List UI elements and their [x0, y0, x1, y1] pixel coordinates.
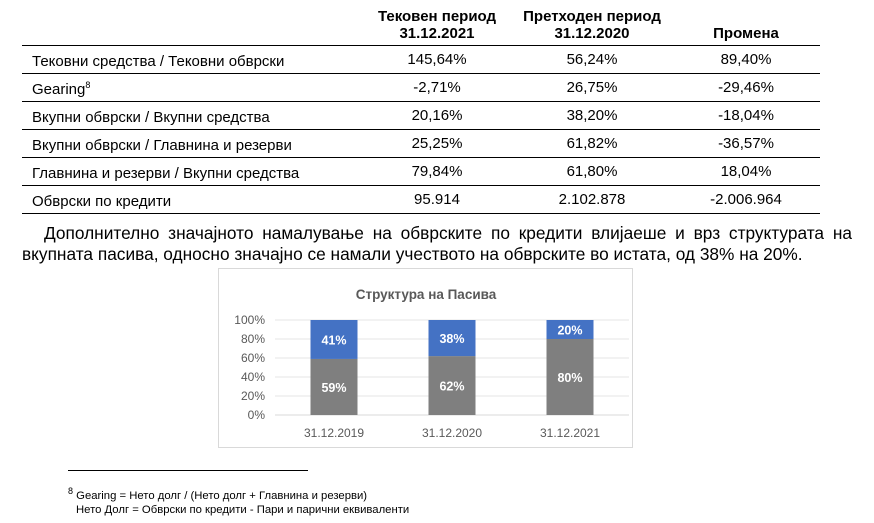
y-tick-label: 80% — [241, 332, 265, 346]
table-row: Главнина и резерви / Вкупни средства 79,8… — [22, 157, 820, 186]
data-label: 20% — [557, 324, 582, 338]
chart-svg: Структура на Пасива 0% 20% 40% 60% 80% 100% 59%… — [234, 287, 629, 440]
cell-current: 79,84% — [362, 157, 512, 186]
data-label: 80% — [557, 371, 582, 385]
bar-segment — [310, 320, 358, 359]
footnote: 8 Gearing = Нето долг / (Нето долг + Гла… — [68, 484, 409, 517]
cell-current: 95.914 — [362, 185, 512, 214]
table-row: Тековни средства / Тековни обврски 145,64… — [22, 45, 820, 74]
header-change: Промена — [713, 25, 779, 42]
footnote-line1: Gearing = Нето долг / (Нето долг + Главн… — [76, 489, 368, 502]
bar-segment — [428, 320, 476, 357]
x-tick-label: 31.12.2019 — [304, 426, 364, 440]
cell-previous: 61,80% — [512, 157, 672, 186]
y-tick-label: 20% — [241, 389, 265, 403]
data-label: 59% — [321, 381, 346, 395]
x-tick-label: 31.12.2021 — [540, 426, 600, 440]
table-header: Тековен период 31.12.2021 Претходен перио… — [22, 8, 820, 46]
bar-segment — [428, 356, 476, 415]
ratios-table: Тековен период 31.12.2021 Претходен перио… — [22, 8, 820, 214]
footnote-line2: Нето Долг = Обврски по кредити - Пари и … — [76, 503, 410, 516]
bar-segment — [310, 358, 358, 415]
cell-previous: 56,24% — [512, 45, 672, 74]
x-tick-label: 31.12.2020 — [422, 426, 482, 440]
data-label: 38% — [439, 332, 464, 346]
y-tick-label: 40% — [241, 370, 265, 384]
cell-change: 18,04% — [672, 157, 820, 186]
body-paragraph: Дополнително значајното намалување на об… — [22, 223, 852, 265]
header-current: Тековен период 31.12.2021 — [377, 8, 497, 42]
data-label: 41% — [321, 333, 346, 347]
header-label — [22, 8, 362, 46]
cell-change: 89,40% — [672, 45, 820, 74]
y-tick-label: 60% — [241, 351, 265, 365]
cell-change: -36,57% — [672, 129, 820, 158]
y-tick-label: 100% — [234, 313, 265, 327]
cell-change: -2.006.964 — [672, 185, 820, 214]
table-row: Обврски по кредити 95.914 2.102.878 -2.006.… — [22, 185, 820, 214]
table-row: Вкупни обврски / Главнина и резерви 25,25… — [22, 129, 820, 158]
cell-change: -29,46% — [672, 73, 820, 102]
y-tick-label: 0% — [248, 408, 266, 422]
bar-segment — [546, 320, 594, 339]
row-label: Вкупни обврски / Главнина и резерви — [22, 129, 362, 158]
cell-current: -2,71% — [362, 73, 512, 102]
footnote-number: 8 — [68, 486, 74, 496]
header-previous: Претходен период 31.12.2020 — [523, 8, 661, 42]
row-label: Обврски по кредити — [22, 185, 362, 214]
table-row: Вкупни обврски / Вкупни средства 20,16% 38… — [22, 101, 820, 130]
chart-title: Структура на Пасива — [356, 287, 497, 302]
cell-previous: 38,20% — [512, 101, 672, 130]
chart-structure-liabilities: Структура на Пасива 0% 20% 40% 60% 80% 100% 59%… — [218, 268, 633, 448]
row-label: Вкупни обврски / Вкупни средства — [22, 101, 362, 130]
bar-segment — [546, 339, 594, 415]
table-row: Gearing8 -2,71% 26,75% -29,46% — [22, 73, 820, 102]
cell-previous: 61,82% — [512, 129, 672, 158]
cell-current: 145,64% — [362, 45, 512, 74]
cell-previous: 2.102.878 — [512, 185, 672, 214]
cell-change: -18,04% — [672, 101, 820, 130]
cell-previous: 26,75% — [512, 73, 672, 102]
data-label: 62% — [439, 380, 464, 394]
footnote-divider — [68, 470, 308, 471]
cell-current: 25,25% — [362, 129, 512, 158]
row-label: Главнина и резерви / Вкупни средства — [22, 157, 362, 186]
cell-current: 20,16% — [362, 101, 512, 130]
row-label: Gearing8 — [22, 73, 362, 102]
row-label: Тековни средства / Тековни обврски — [22, 45, 362, 74]
